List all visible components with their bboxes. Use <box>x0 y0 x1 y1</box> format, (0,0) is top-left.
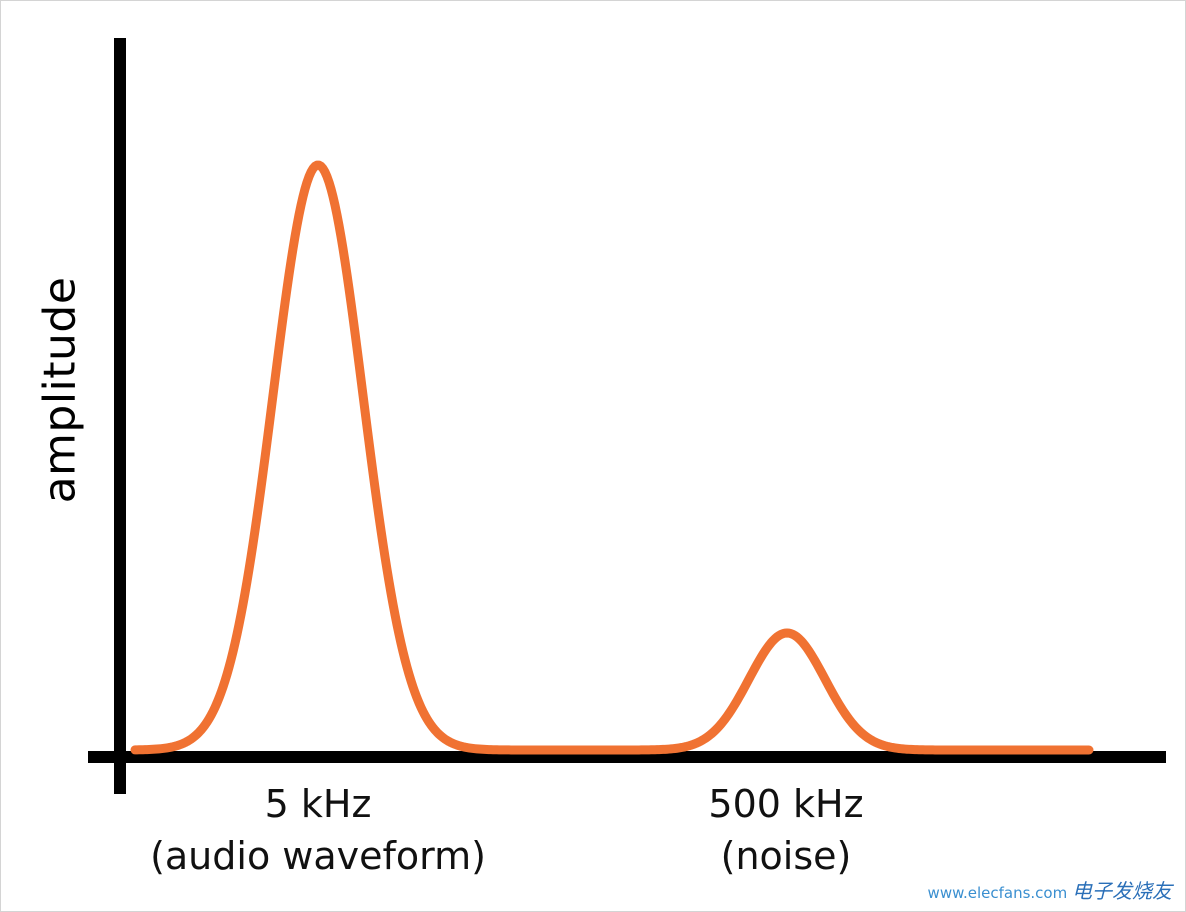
peak-label-audio: 5 kHz (audio waveform) <box>150 778 486 882</box>
y-axis-label: amplitude <box>34 276 86 504</box>
peak-description-label: (audio waveform) <box>150 834 486 878</box>
watermark-brand: 电子发烧友 <box>1072 879 1172 903</box>
spectrum-curve <box>130 160 1094 755</box>
watermark-site: www.elecfans.com <box>927 884 1068 902</box>
peak-label-noise: 500 kHz (noise) <box>708 778 863 882</box>
peak-frequency-label: 500 kHz <box>708 782 864 826</box>
watermark: www.elecfans.com 电子发烧友 <box>928 875 1172 904</box>
peak-frequency-label: 5 kHz <box>264 782 372 826</box>
peak-description-label: (noise) <box>720 834 852 878</box>
